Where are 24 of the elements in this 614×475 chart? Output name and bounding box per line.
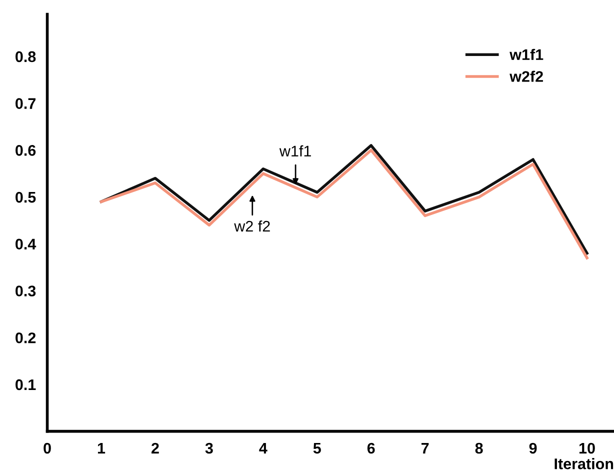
y-tick-label: 0.7 (16, 98, 36, 109)
legend-label: w1f1 (510, 48, 544, 60)
x-tick-label: 5 (313, 442, 321, 454)
y-tick-label: 0.3 (16, 286, 36, 296)
x-tick-label: 8 (475, 442, 483, 454)
x-tick-label: 4 (259, 442, 268, 454)
x-tick-label: 2 (152, 442, 159, 454)
x-tick-label: 7 (422, 442, 429, 454)
y-tick-label: 0.2 (16, 332, 36, 344)
y-tick-label: 0.6 (16, 145, 36, 156)
x-tick-label: 6 (367, 442, 375, 454)
y-tick-label: 0.5 (16, 192, 36, 203)
x-tick-label: 0 (44, 442, 51, 454)
y-tick-label: 0.1 (16, 379, 36, 390)
x-axis-title: Iteration (554, 458, 614, 470)
x-tick-label: 3 (205, 442, 213, 454)
y-tick-label: 0.8 (16, 51, 36, 62)
x-tick-label: 10 (579, 442, 595, 454)
x-tick-label: 9 (529, 442, 537, 454)
x-tick-label: 1 (98, 442, 106, 454)
y-tick-label: 0.4 (16, 238, 36, 250)
legend-label: w2f2 (510, 70, 543, 82)
annotation: w2 f2 (234, 220, 270, 232)
annotation: w1f1 (279, 145, 311, 156)
